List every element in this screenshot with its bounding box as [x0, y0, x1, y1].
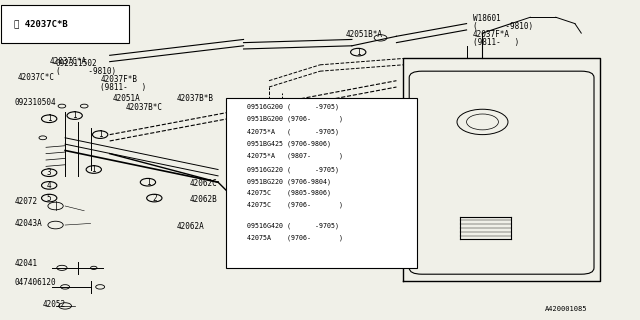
Text: 42075*A   (9807-       ): 42075*A (9807- ) — [246, 153, 342, 159]
Text: 42052: 42052 — [43, 300, 66, 309]
FancyBboxPatch shape — [227, 98, 417, 268]
Text: 09516G420 (      -9705): 09516G420 ( -9705) — [246, 222, 339, 229]
Text: 09516G220 (      -9705): 09516G220 ( -9705) — [246, 166, 339, 173]
Text: 09516G200 (      -9705): 09516G200 ( -9705) — [246, 103, 339, 110]
Text: 0951BG200 (9706-       ): 0951BG200 (9706- ) — [246, 115, 342, 122]
Text: 0951BG425 (9706-9806): 0951BG425 (9706-9806) — [246, 141, 331, 147]
Text: ① 42037C*B: ① 42037C*B — [14, 19, 68, 28]
Text: 42037F*B: 42037F*B — [100, 75, 137, 84]
Text: 42037B*C: 42037B*C — [125, 103, 163, 112]
Text: 1: 1 — [47, 114, 51, 123]
Text: 2: 2 — [234, 102, 238, 111]
Text: W18601: W18601 — [473, 14, 500, 23]
Text: 092310504: 092310504 — [14, 99, 56, 108]
Text: 2: 2 — [152, 194, 157, 203]
Text: 42075*A   (      -9705): 42075*A ( -9705) — [246, 129, 339, 135]
FancyBboxPatch shape — [1, 4, 129, 43]
Text: (      -9810): ( -9810) — [56, 67, 116, 76]
Text: 1: 1 — [92, 165, 96, 174]
Text: 42062B: 42062B — [189, 195, 217, 204]
Text: 1: 1 — [72, 111, 77, 120]
FancyBboxPatch shape — [409, 71, 594, 274]
Text: 42037C*C: 42037C*C — [17, 73, 54, 82]
Text: 42062A: 42062A — [177, 222, 204, 231]
Text: 1: 1 — [146, 178, 150, 187]
Text: (9811-   ): (9811- ) — [473, 38, 519, 47]
Text: 1: 1 — [356, 48, 360, 57]
Text: 092313103: 092313103 — [314, 101, 355, 111]
Text: (9811-   ): (9811- ) — [100, 83, 147, 92]
Text: 1: 1 — [98, 130, 102, 139]
Text: 42043A: 42043A — [14, 219, 42, 228]
Text: A420001085: A420001085 — [545, 306, 588, 312]
Text: (      -9810): ( -9810) — [473, 22, 533, 31]
Text: 42062C: 42062C — [189, 179, 217, 188]
Text: 092311502: 092311502 — [56, 59, 97, 68]
Text: 4: 4 — [47, 181, 51, 190]
Text: 047406120: 047406120 — [14, 278, 56, 287]
Text: 42037B*B: 42037B*B — [177, 94, 214, 103]
Text: 42037F*A: 42037F*A — [473, 30, 510, 39]
Text: 42072: 42072 — [14, 197, 37, 206]
Text: 42075C    (9805-9806): 42075C (9805-9806) — [246, 190, 331, 196]
Text: 42075C    (9706-       ): 42075C (9706- ) — [246, 202, 342, 208]
Text: 42051B*A: 42051B*A — [346, 30, 383, 39]
Text: 5: 5 — [47, 194, 51, 203]
Text: 42051A: 42051A — [113, 94, 141, 103]
Text: 3: 3 — [47, 168, 51, 177]
Text: 42037C*A: 42037C*A — [49, 57, 86, 66]
Text: 3: 3 — [234, 128, 238, 137]
Text: 4: 4 — [234, 165, 238, 174]
Text: 0951BG220 (9706-9804): 0951BG220 (9706-9804) — [246, 178, 331, 185]
Text: 42037B*A: 42037B*A — [314, 133, 351, 142]
Text: 5: 5 — [234, 221, 238, 230]
Text: 42075A    (9706-       ): 42075A (9706- ) — [246, 234, 342, 241]
Text: 42041: 42041 — [14, 259, 37, 268]
